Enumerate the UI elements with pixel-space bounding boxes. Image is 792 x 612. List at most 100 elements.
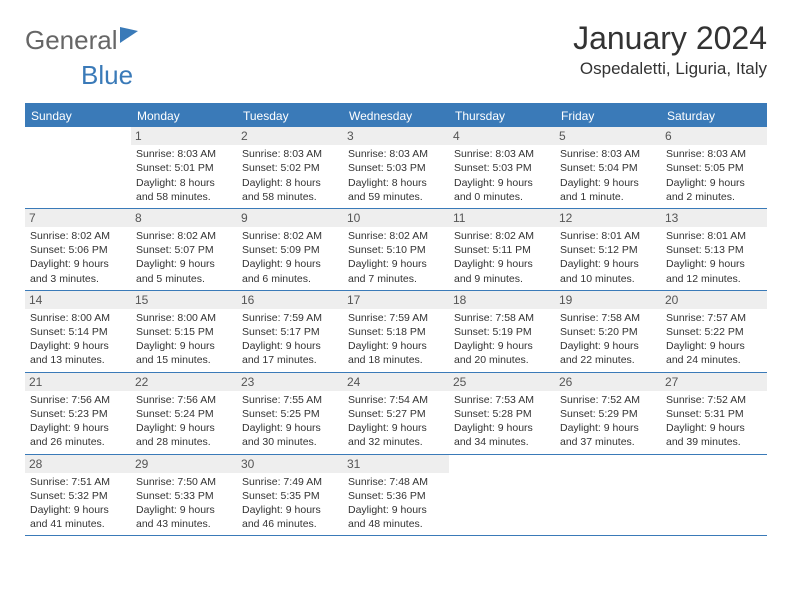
calendar-day: 10Sunrise: 8:02 AMSunset: 5:10 PMDayligh… bbox=[343, 209, 449, 290]
calendar-day: 1 Sunrise: 8:03 AMSunset: 5:01 PMDaylight… bbox=[131, 127, 237, 208]
day-number: 19 bbox=[555, 291, 661, 309]
day-info: Sunrise: 7:56 AMSunset: 5:23 PMDaylight:… bbox=[30, 393, 126, 450]
calendar-week: 28 Sunrise: 7:51 AMSunset: 5:32 PMDayligh… bbox=[25, 455, 767, 537]
logo-text-general: General bbox=[25, 25, 118, 56]
day-number: 11 bbox=[449, 209, 555, 227]
day-info: Sunrise: 7:51 AMSunset: 5:32 PMDaylight:… bbox=[30, 475, 126, 532]
day-number: 18 bbox=[449, 291, 555, 309]
day-info: Sunrise: 7:57 AMSunset: 5:22 PMDaylight:… bbox=[666, 311, 762, 368]
calendar-day: 2Sunrise: 8:03 AMSunset: 5:02 PMDaylight… bbox=[237, 127, 343, 208]
calendar-day: 22 Sunrise: 7:56 AMSunset: 5:24 PMDayligh… bbox=[131, 373, 237, 454]
calendar-day: 9 Sunrise: 8:02 AMSunset: 5:09 PMDaylight… bbox=[237, 209, 343, 290]
day-number: 30 bbox=[237, 455, 343, 473]
calendar-week: 1 Sunrise: 8:03 AMSunset: 5:01 PMDaylight… bbox=[25, 127, 767, 209]
day-info: Sunrise: 8:01 AMSunset: 5:13 PMDaylight:… bbox=[666, 229, 762, 286]
day-number: 6 bbox=[661, 127, 767, 145]
calendar-day: 23 Sunrise: 7:55 AMSunset: 5:25 PMDayligh… bbox=[237, 373, 343, 454]
weekday-header: Thursday bbox=[449, 105, 555, 127]
day-number: 7 bbox=[25, 209, 131, 227]
calendar-day: 20 Sunrise: 7:57 AMSunset: 5:22 PMDayligh… bbox=[661, 291, 767, 372]
calendar-day bbox=[25, 127, 131, 208]
day-number: 13 bbox=[661, 209, 767, 227]
day-info: Sunrise: 8:02 AMSunset: 5:11 PMDaylight:… bbox=[454, 229, 550, 286]
weekday-header: Saturday bbox=[661, 105, 767, 127]
calendar-day: 31 Sunrise: 7:48 AMSunset: 5:36 PMDayligh… bbox=[343, 455, 449, 536]
calendar-day: 3 Sunrise: 8:03 AMSunset: 5:03 PMDaylight… bbox=[343, 127, 449, 208]
day-info: Sunrise: 7:58 AMSunset: 5:20 PMDaylight:… bbox=[560, 311, 656, 368]
logo: General bbox=[25, 25, 138, 56]
day-number: 9 bbox=[237, 209, 343, 227]
calendar-day bbox=[661, 455, 767, 536]
day-number: 1 bbox=[131, 127, 237, 145]
calendar-day: 12 Sunrise: 8:01 AMSunset: 5:12 PMDayligh… bbox=[555, 209, 661, 290]
day-info: Sunrise: 7:49 AMSunset: 5:35 PMDaylight:… bbox=[242, 475, 338, 532]
day-info: Sunrise: 7:59 AMSunset: 5:17 PMDaylight:… bbox=[242, 311, 338, 368]
weekday-header: Friday bbox=[555, 105, 661, 127]
day-number: 8 bbox=[131, 209, 237, 227]
day-info: Sunrise: 8:03 AMSunset: 5:03 PMDaylight:… bbox=[348, 147, 444, 204]
day-info: Sunrise: 7:59 AMSunset: 5:18 PMDaylight:… bbox=[348, 311, 444, 368]
calendar-day: 8 Sunrise: 8:02 AMSunset: 5:07 PMDaylight… bbox=[131, 209, 237, 290]
weekday-header: Monday bbox=[131, 105, 237, 127]
day-info: Sunrise: 8:03 AMSunset: 5:05 PMDaylight:… bbox=[666, 147, 762, 204]
calendar-day: 24Sunrise: 7:54 AMSunset: 5:27 PMDayligh… bbox=[343, 373, 449, 454]
day-info: Sunrise: 7:48 AMSunset: 5:36 PMDaylight:… bbox=[348, 475, 444, 532]
calendar-day bbox=[449, 455, 555, 536]
calendar-week: 21Sunrise: 7:56 AMSunset: 5:23 PMDayligh… bbox=[25, 373, 767, 455]
calendar-day: 17Sunrise: 7:59 AMSunset: 5:18 PMDayligh… bbox=[343, 291, 449, 372]
day-number: 16 bbox=[237, 291, 343, 309]
day-number: 23 bbox=[237, 373, 343, 391]
day-number: 3 bbox=[343, 127, 449, 145]
calendar-day: 13 Sunrise: 8:01 AMSunset: 5:13 PMDayligh… bbox=[661, 209, 767, 290]
calendar-day: 6 Sunrise: 8:03 AMSunset: 5:05 PMDaylight… bbox=[661, 127, 767, 208]
day-info: Sunrise: 8:03 AMSunset: 5:02 PMDaylight:… bbox=[242, 147, 338, 204]
day-number: 27 bbox=[661, 373, 767, 391]
day-number: 4 bbox=[449, 127, 555, 145]
day-number: 22 bbox=[131, 373, 237, 391]
day-number: 15 bbox=[131, 291, 237, 309]
logo-triangle-icon bbox=[120, 27, 138, 43]
weekday-header-row: SundayMondayTuesdayWednesdayThursdayFrid… bbox=[25, 105, 767, 127]
calendar-day: 5 Sunrise: 8:03 AMSunset: 5:04 PMDaylight… bbox=[555, 127, 661, 208]
day-info: Sunrise: 7:53 AMSunset: 5:28 PMDaylight:… bbox=[454, 393, 550, 450]
day-info: Sunrise: 7:50 AMSunset: 5:33 PMDaylight:… bbox=[136, 475, 232, 532]
calendar-day: 21Sunrise: 7:56 AMSunset: 5:23 PMDayligh… bbox=[25, 373, 131, 454]
day-number: 5 bbox=[555, 127, 661, 145]
calendar-day: 19 Sunrise: 7:58 AMSunset: 5:20 PMDayligh… bbox=[555, 291, 661, 372]
calendar-day: 25 Sunrise: 7:53 AMSunset: 5:28 PMDayligh… bbox=[449, 373, 555, 454]
calendar-day: 7 Sunrise: 8:02 AMSunset: 5:06 PMDaylight… bbox=[25, 209, 131, 290]
day-info: Sunrise: 7:52 AMSunset: 5:31 PMDaylight:… bbox=[666, 393, 762, 450]
day-info: Sunrise: 8:02 AMSunset: 5:06 PMDaylight:… bbox=[30, 229, 126, 286]
day-info: Sunrise: 8:01 AMSunset: 5:12 PMDaylight:… bbox=[560, 229, 656, 286]
day-info: Sunrise: 8:03 AMSunset: 5:04 PMDaylight:… bbox=[560, 147, 656, 204]
calendar-day: 11 Sunrise: 8:02 AMSunset: 5:11 PMDayligh… bbox=[449, 209, 555, 290]
calendar-week: 7 Sunrise: 8:02 AMSunset: 5:06 PMDaylight… bbox=[25, 209, 767, 291]
calendar: SundayMondayTuesdayWednesdayThursdayFrid… bbox=[25, 103, 767, 536]
day-info: Sunrise: 7:56 AMSunset: 5:24 PMDaylight:… bbox=[136, 393, 232, 450]
day-number: 12 bbox=[555, 209, 661, 227]
day-info: Sunrise: 8:02 AMSunset: 5:07 PMDaylight:… bbox=[136, 229, 232, 286]
page-title: January 2024 bbox=[573, 20, 767, 57]
day-info: Sunrise: 8:02 AMSunset: 5:10 PMDaylight:… bbox=[348, 229, 444, 286]
day-number: 25 bbox=[449, 373, 555, 391]
calendar-day: 28 Sunrise: 7:51 AMSunset: 5:32 PMDayligh… bbox=[25, 455, 131, 536]
calendar-day bbox=[555, 455, 661, 536]
calendar-day: 14Sunrise: 8:00 AMSunset: 5:14 PMDayligh… bbox=[25, 291, 131, 372]
day-number: 28 bbox=[25, 455, 131, 473]
day-info: Sunrise: 8:03 AMSunset: 5:01 PMDaylight:… bbox=[136, 147, 232, 204]
day-number: 31 bbox=[343, 455, 449, 473]
calendar-week: 14Sunrise: 8:00 AMSunset: 5:14 PMDayligh… bbox=[25, 291, 767, 373]
day-info: Sunrise: 8:02 AMSunset: 5:09 PMDaylight:… bbox=[242, 229, 338, 286]
calendar-day: 15Sunrise: 8:00 AMSunset: 5:15 PMDayligh… bbox=[131, 291, 237, 372]
day-info: Sunrise: 8:03 AMSunset: 5:03 PMDaylight:… bbox=[454, 147, 550, 204]
calendar-day: 18Sunrise: 7:58 AMSunset: 5:19 PMDayligh… bbox=[449, 291, 555, 372]
calendar-day: 27 Sunrise: 7:52 AMSunset: 5:31 PMDayligh… bbox=[661, 373, 767, 454]
calendar-day: 16 Sunrise: 7:59 AMSunset: 5:17 PMDayligh… bbox=[237, 291, 343, 372]
day-number: 29 bbox=[131, 455, 237, 473]
day-number: 20 bbox=[661, 291, 767, 309]
day-info: Sunrise: 8:00 AMSunset: 5:14 PMDaylight:… bbox=[30, 311, 126, 368]
calendar-day: 26Sunrise: 7:52 AMSunset: 5:29 PMDayligh… bbox=[555, 373, 661, 454]
weekday-header: Sunday bbox=[25, 105, 131, 127]
day-info: Sunrise: 7:54 AMSunset: 5:27 PMDaylight:… bbox=[348, 393, 444, 450]
day-info: Sunrise: 7:55 AMSunset: 5:25 PMDaylight:… bbox=[242, 393, 338, 450]
